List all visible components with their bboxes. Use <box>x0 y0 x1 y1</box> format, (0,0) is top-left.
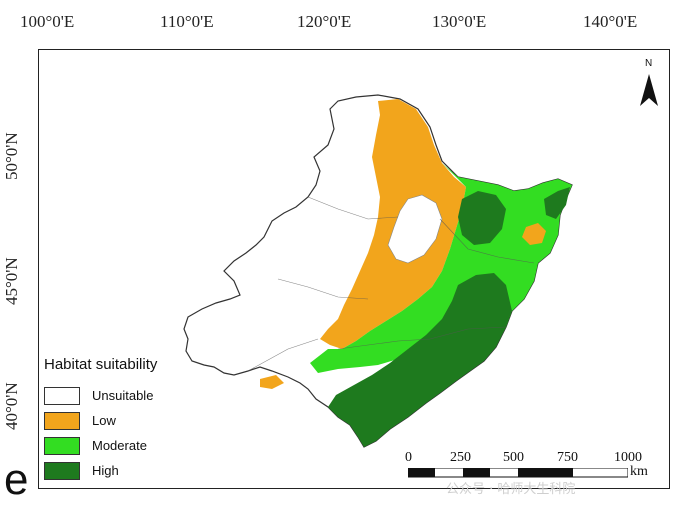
scale-tick-0: 0 <box>405 450 412 465</box>
scale-tick-500: 500 <box>503 450 524 465</box>
legend-item-low: Low <box>44 408 157 433</box>
legend-swatch-unsuitable <box>44 386 80 405</box>
longitude-label-140e: 140°0'E <box>583 12 638 31</box>
legend-item-unsuitable: Unsuitable <box>44 383 157 408</box>
legend-label-low: Low <box>92 413 116 428</box>
north-arrow-label: N <box>645 58 653 69</box>
legend-label-high: High <box>92 463 119 478</box>
panel-letter: e <box>4 455 29 504</box>
longitude-label-100e: 100°0'E <box>20 12 75 31</box>
legend-swatch-high <box>44 461 80 480</box>
region-high <box>327 272 512 447</box>
region-high-east <box>543 186 570 219</box>
longitude-label-120e: 120°0'E <box>297 12 352 31</box>
scale-tick-1000: 1000 <box>614 450 642 465</box>
scale-bar <box>408 468 628 478</box>
latitude-label-40n: 40°0'N <box>2 382 21 430</box>
latitude-label-45n: 45°0'N <box>2 257 21 305</box>
scale-unit: km <box>630 464 648 479</box>
legend: Habitat suitability Unsuitable Low Moder… <box>44 356 157 483</box>
longitude-label-130e: 130°0'E <box>432 12 487 31</box>
region-low-east <box>521 222 546 245</box>
scale-tick-250: 250 <box>450 450 471 465</box>
legend-item-moderate: Moderate <box>44 433 157 458</box>
suitability-map <box>182 93 573 448</box>
region-low-coast <box>259 374 284 389</box>
north-arrow-icon <box>640 74 658 106</box>
scale-tick-750: 750 <box>557 450 578 465</box>
latitude-label-50n: 50°0'N <box>2 132 21 180</box>
region-unsuitable-inner <box>387 194 442 263</box>
legend-title: Habitat suitability <box>44 356 158 373</box>
legend-swatch-moderate <box>44 436 80 455</box>
legend-label-unsuitable: Unsuitable <box>92 388 154 403</box>
legend-item-high: High <box>44 458 157 483</box>
watermark: 公众号 · 哈师大生科院 <box>446 482 576 497</box>
region-low <box>319 98 466 349</box>
region-high-north <box>457 190 506 245</box>
province-boundaries <box>247 196 534 371</box>
legend-label-moderate: Moderate <box>92 438 147 453</box>
map-frame <box>38 49 670 489</box>
legend-swatch-low <box>44 411 80 430</box>
longitude-label-110e: 110°0'E <box>160 12 214 31</box>
